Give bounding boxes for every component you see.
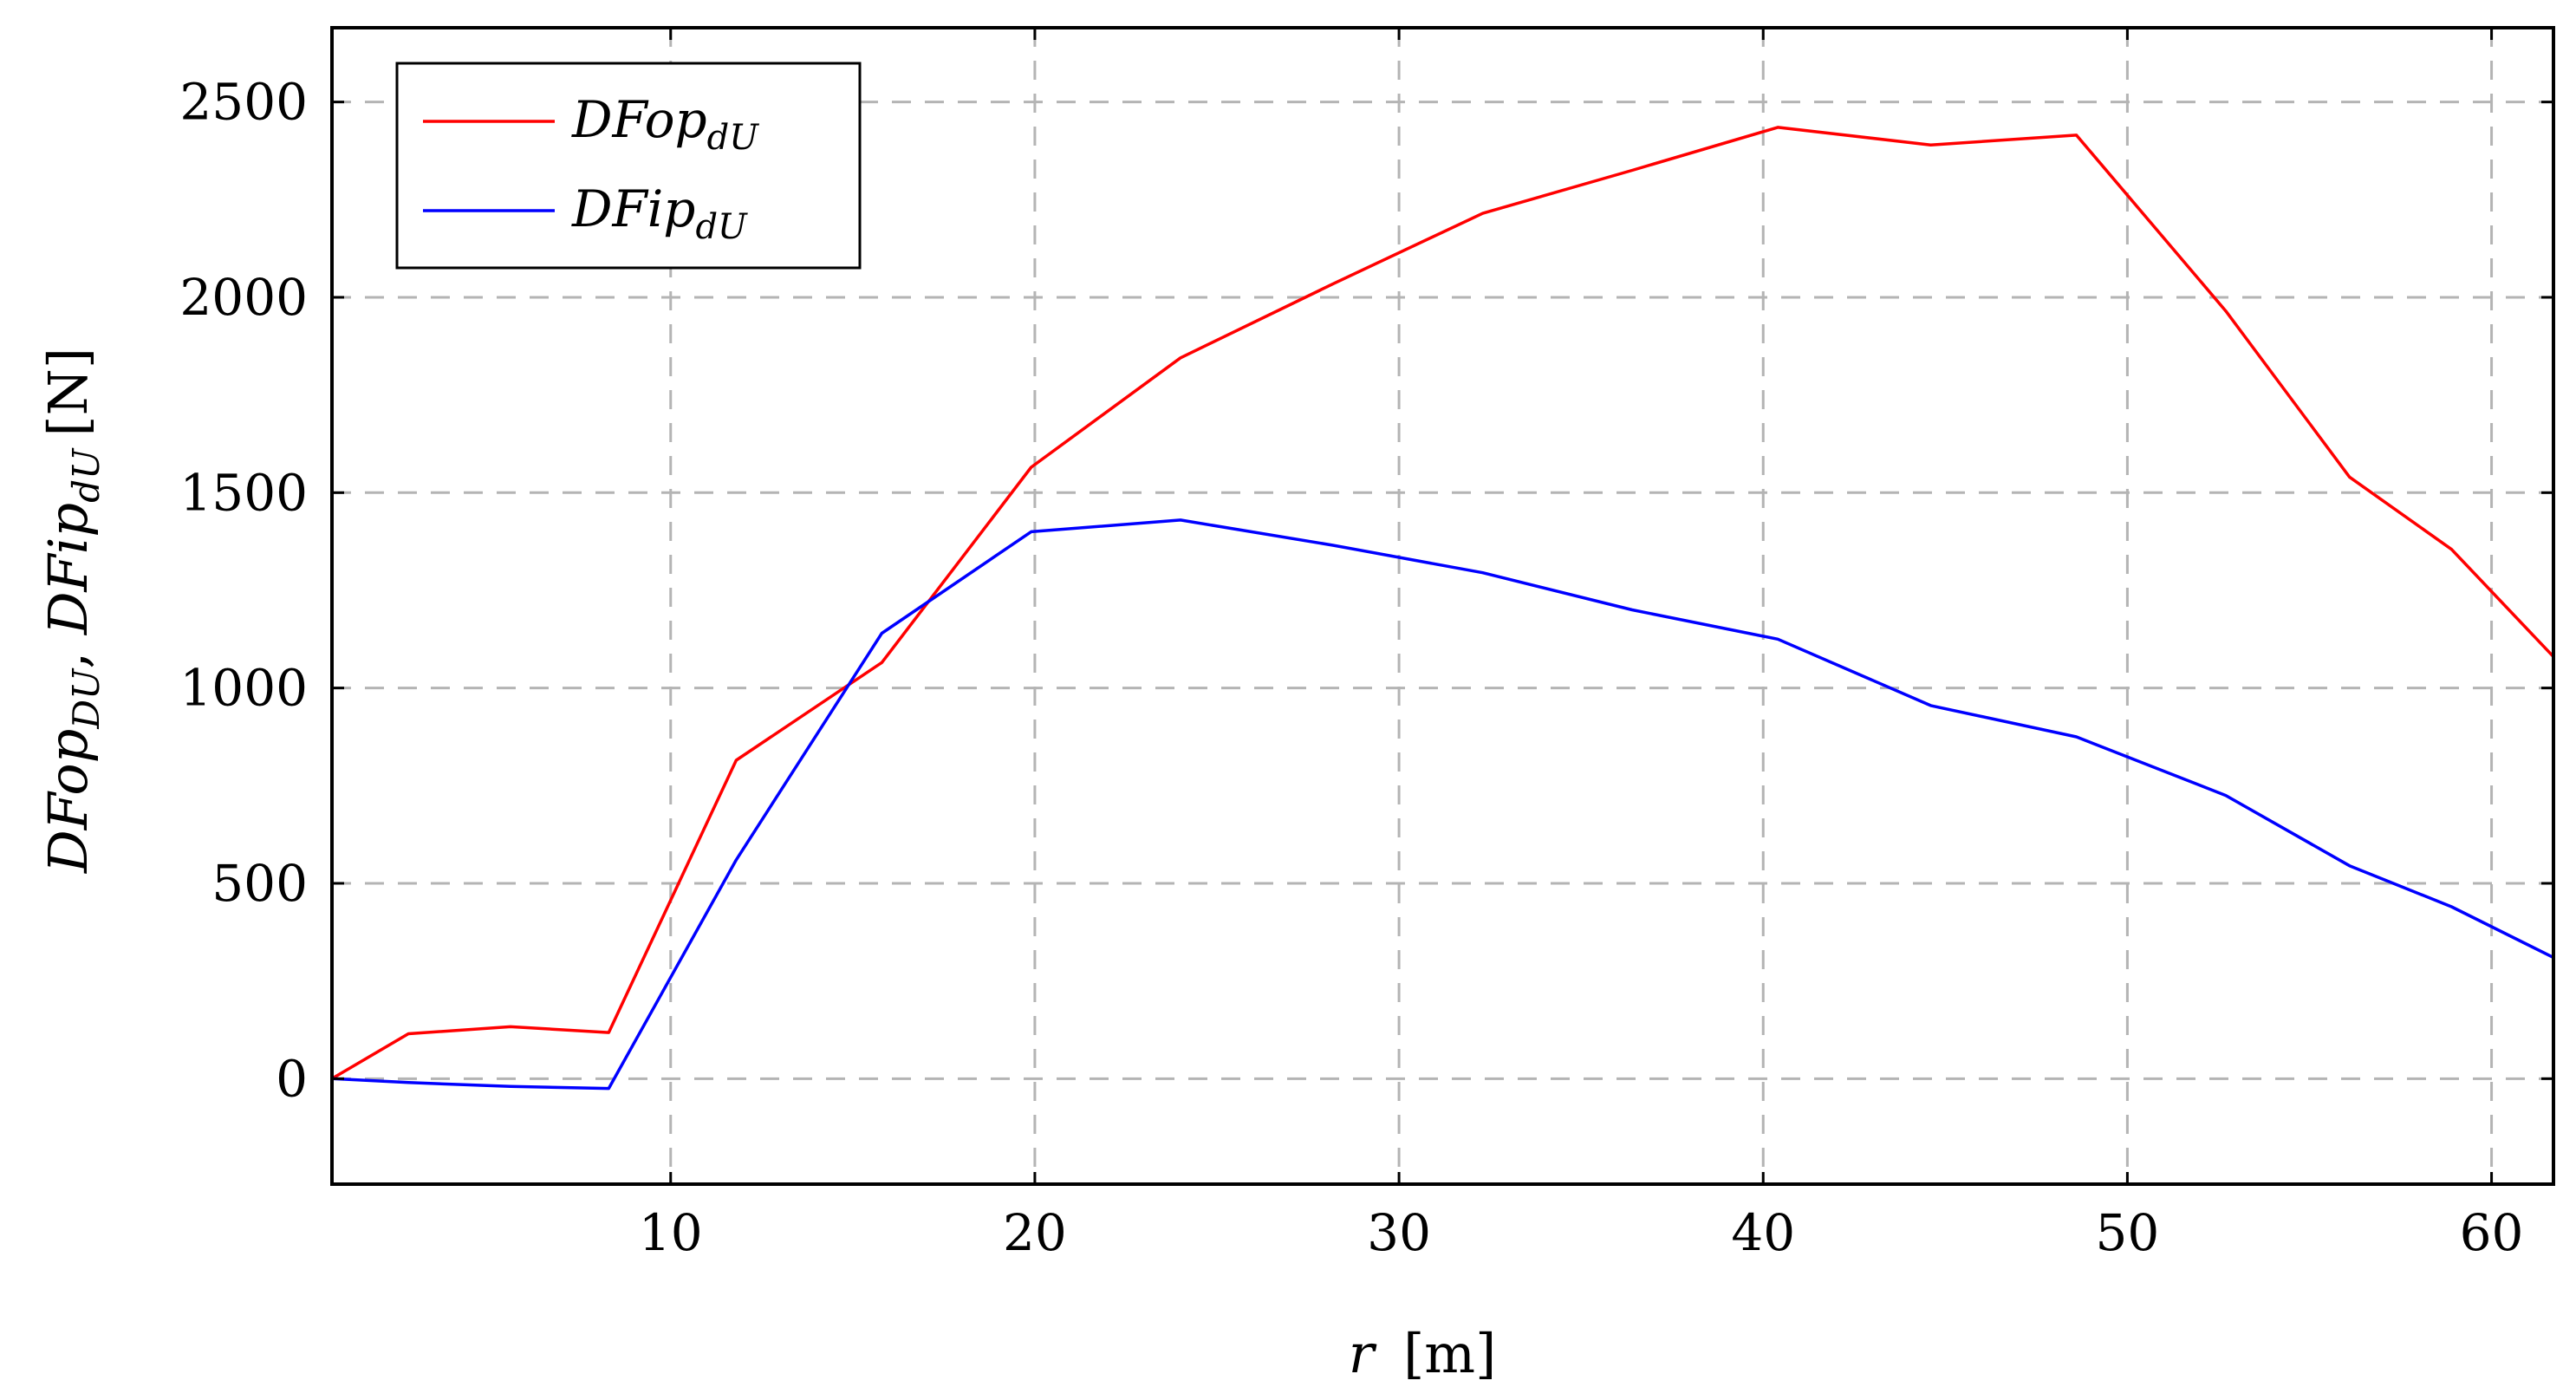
series-line-dfop bbox=[331, 126, 2555, 1080]
y-tick-label-500: 500 bbox=[211, 854, 308, 913]
legend-box bbox=[395, 62, 862, 270]
series-layer bbox=[331, 126, 2555, 1091]
y-tick-label-0: 0 bbox=[276, 1049, 308, 1108]
legend-label-dfip: DFipdU bbox=[571, 179, 748, 247]
y-axis-label: DFopDU, DFipdU[N] bbox=[36, 348, 107, 874]
ticks bbox=[332, 28, 2553, 1184]
y-tick-label-2500: 2500 bbox=[179, 73, 308, 132]
series-line-dfip bbox=[331, 518, 2554, 1091]
x-tick-label-30: 30 bbox=[1367, 1203, 1431, 1262]
legend: DFopdU DFipdU bbox=[395, 62, 862, 270]
x-tick-label-60: 60 bbox=[2460, 1203, 2524, 1262]
y-tick-label-2000: 2000 bbox=[179, 268, 308, 327]
legend-label-dfop: DFopdU bbox=[571, 90, 759, 158]
x-axis-label: r [m] bbox=[1349, 1322, 1497, 1385]
x-tick-label-40: 40 bbox=[1731, 1203, 1795, 1262]
plot-frame bbox=[330, 26, 2555, 1186]
y-tick-label-1500: 1500 bbox=[179, 463, 308, 522]
x-tick-label-50: 50 bbox=[2096, 1203, 2160, 1262]
tick-labels: 10 20 30 40 50 60 0 500 1000 1500 2000 2500 bbox=[179, 73, 2523, 1262]
x-tick-label-20: 20 bbox=[1003, 1203, 1067, 1262]
grid bbox=[332, 28, 2553, 1184]
y-tick-label-1000: 1000 bbox=[179, 659, 308, 718]
x-tick-label-10: 10 bbox=[639, 1203, 703, 1262]
